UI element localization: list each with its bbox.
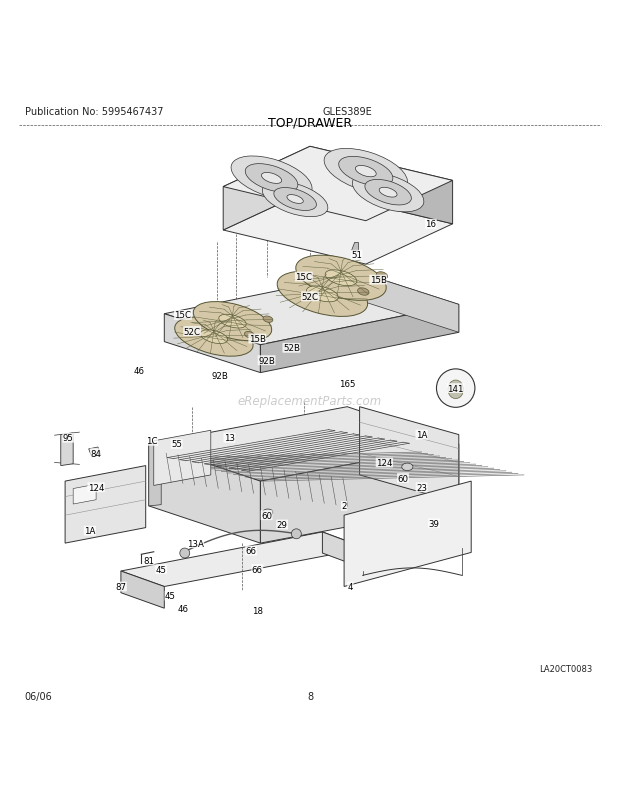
Text: 124: 124 [88, 483, 104, 492]
Polygon shape [65, 466, 146, 544]
Text: 13: 13 [224, 434, 235, 443]
Polygon shape [149, 444, 260, 544]
Ellipse shape [246, 164, 298, 193]
Ellipse shape [262, 182, 328, 217]
Polygon shape [344, 481, 471, 587]
Text: 60: 60 [397, 474, 409, 483]
Text: 141: 141 [448, 384, 464, 393]
Ellipse shape [263, 317, 273, 323]
Text: 84: 84 [91, 449, 102, 458]
Text: 1C: 1C [146, 437, 157, 446]
Polygon shape [149, 407, 459, 481]
Text: 15C: 15C [174, 311, 192, 320]
Text: Publication No: 5995467437: Publication No: 5995467437 [25, 107, 163, 117]
Ellipse shape [296, 256, 386, 301]
Text: 92B: 92B [211, 372, 229, 381]
Polygon shape [223, 147, 310, 231]
Text: 29: 29 [277, 520, 288, 529]
Text: 1A: 1A [84, 527, 95, 536]
Polygon shape [154, 431, 211, 486]
Ellipse shape [339, 157, 393, 187]
Text: 1A: 1A [416, 431, 427, 439]
Text: 8: 8 [307, 691, 313, 701]
Polygon shape [121, 533, 366, 587]
Ellipse shape [376, 273, 388, 280]
Polygon shape [260, 305, 459, 373]
Ellipse shape [402, 464, 413, 471]
Circle shape [291, 529, 301, 539]
Ellipse shape [325, 270, 357, 286]
Ellipse shape [277, 272, 368, 317]
Polygon shape [61, 433, 73, 466]
Ellipse shape [219, 315, 246, 329]
Text: 52C: 52C [301, 293, 319, 302]
Polygon shape [149, 444, 161, 506]
Text: 87: 87 [115, 582, 126, 591]
Polygon shape [73, 484, 96, 504]
Text: 45: 45 [165, 592, 176, 601]
Text: 23: 23 [416, 483, 427, 492]
Ellipse shape [193, 302, 272, 342]
Text: 46: 46 [134, 367, 145, 376]
Text: 51: 51 [351, 251, 362, 260]
Text: 15C: 15C [295, 273, 312, 282]
Ellipse shape [262, 173, 281, 184]
Text: 66: 66 [246, 546, 257, 555]
Text: 15B: 15B [370, 276, 387, 285]
Text: 81: 81 [143, 557, 154, 565]
Ellipse shape [324, 149, 407, 195]
Text: TOP/DRAWER: TOP/DRAWER [268, 116, 352, 129]
Text: 06/06: 06/06 [25, 691, 53, 701]
Text: 18: 18 [252, 606, 263, 615]
Text: LA20CT0083: LA20CT0083 [539, 665, 593, 674]
Ellipse shape [306, 286, 339, 302]
Ellipse shape [244, 332, 254, 338]
Ellipse shape [263, 509, 273, 516]
Circle shape [180, 549, 190, 558]
Ellipse shape [358, 289, 369, 296]
Text: 46: 46 [177, 604, 188, 613]
Ellipse shape [448, 381, 464, 399]
Polygon shape [223, 147, 453, 221]
Ellipse shape [231, 156, 312, 200]
Ellipse shape [355, 166, 376, 177]
Text: 66: 66 [252, 565, 263, 574]
Polygon shape [360, 407, 459, 503]
Text: 165: 165 [339, 379, 355, 388]
Text: 124: 124 [376, 459, 392, 468]
Polygon shape [223, 190, 453, 265]
Text: 55: 55 [171, 439, 182, 449]
Text: 95: 95 [63, 434, 74, 443]
Ellipse shape [175, 318, 253, 357]
Text: 2: 2 [342, 502, 347, 511]
Ellipse shape [200, 330, 228, 344]
Text: 60: 60 [261, 511, 272, 520]
Text: 16: 16 [425, 220, 436, 229]
Text: 52B: 52B [283, 344, 300, 353]
Ellipse shape [274, 188, 316, 211]
Text: eReplacementParts.com: eReplacementParts.com [238, 395, 382, 407]
Text: GLES389E: GLES389E [322, 107, 372, 117]
Polygon shape [310, 147, 453, 225]
Text: 45: 45 [156, 565, 167, 574]
Polygon shape [352, 243, 358, 251]
Text: 39: 39 [428, 519, 440, 528]
Ellipse shape [365, 180, 411, 205]
Polygon shape [322, 533, 366, 569]
Ellipse shape [352, 173, 424, 213]
Text: 4: 4 [348, 582, 353, 591]
Polygon shape [260, 444, 459, 544]
Polygon shape [89, 448, 101, 457]
Text: 52C: 52C [184, 327, 201, 336]
Ellipse shape [379, 188, 397, 198]
Polygon shape [164, 274, 459, 346]
Ellipse shape [287, 196, 303, 205]
Text: 13A: 13A [187, 539, 204, 548]
Text: 15B: 15B [249, 334, 266, 343]
Polygon shape [363, 274, 459, 333]
Polygon shape [164, 314, 260, 373]
Text: 92B: 92B [258, 356, 275, 365]
Polygon shape [121, 571, 164, 609]
Ellipse shape [436, 370, 475, 407]
